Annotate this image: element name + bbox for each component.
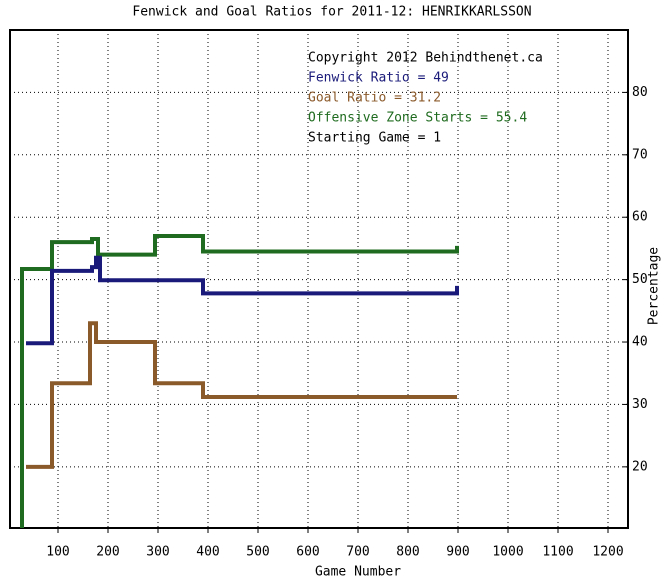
x-tick-label: 900	[446, 545, 469, 560]
x-tick-label: 100	[46, 545, 69, 560]
x-tick-label: 200	[96, 545, 119, 560]
annotation: Copyright 2012 Behindthenet.ca	[308, 51, 543, 66]
x-tick-label: 800	[396, 545, 419, 560]
y-tick-label: 50	[632, 272, 648, 287]
x-tick-label: 700	[346, 545, 369, 560]
series-line	[26, 255, 459, 346]
y-tick-label: 80	[632, 85, 648, 100]
y-tick-label: 70	[632, 147, 648, 162]
y-tick-label: 30	[632, 397, 648, 412]
x-tick-label: 600	[296, 545, 319, 560]
annotation: Offensive Zone Starts = 55.4	[308, 111, 527, 126]
series-line	[26, 321, 457, 469]
annotation: Fenwick Ratio = 49	[308, 71, 449, 86]
annotation: Starting Game = 1	[308, 131, 441, 146]
y-axis-label: Percentage	[647, 247, 662, 325]
x-axis-label: Game Number	[315, 565, 401, 580]
annotation: Goal Ratio = 31.2	[308, 91, 441, 106]
x-tick-label: 1200	[592, 545, 623, 560]
y-tick-label: 20	[632, 459, 648, 474]
series-line	[20, 233, 459, 528]
y-tick-label: 60	[632, 210, 648, 225]
x-tick-label: 1100	[542, 545, 573, 560]
x-tick-label: 400	[196, 545, 219, 560]
y-tick-label: 40	[632, 335, 648, 350]
chart-title: Fenwick and Goal Ratios for 2011-12: HEN…	[132, 5, 531, 20]
plot-frame	[9, 29, 629, 529]
x-tick-label: 500	[246, 545, 269, 560]
x-tick-label: 1000	[492, 545, 523, 560]
x-tick-label: 300	[146, 545, 169, 560]
